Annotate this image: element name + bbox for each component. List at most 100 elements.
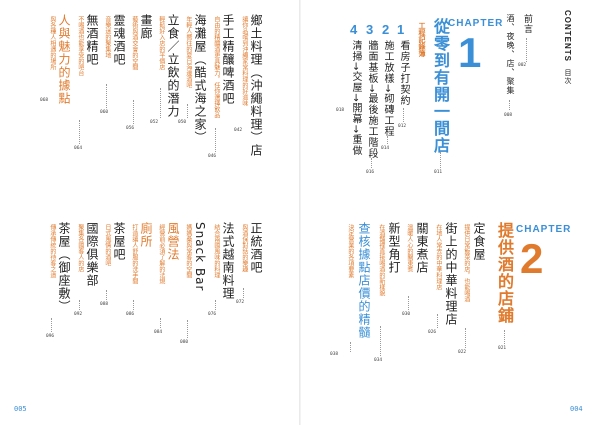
entry-page: 084	[154, 330, 163, 335]
entry-title: 立食／立飲的潛力	[166, 14, 180, 118]
entry-title: 新型角打	[387, 222, 401, 274]
entry-sub: 溫暖人心的關東煮	[405, 224, 413, 272]
entry-sub: 年輕人嚮往的夏日海邊酒吧	[184, 16, 192, 88]
entry-title: 海灘屋（酷式海之家）	[193, 14, 207, 144]
step-4-text: 清掃→交屋→開幕→重做	[350, 40, 361, 157]
leader	[79, 120, 80, 144]
chapter1-number: 1	[458, 29, 482, 76]
leader	[133, 300, 134, 310]
leader	[187, 320, 188, 338]
entry-title: 街上的中華料理店	[444, 222, 458, 326]
entry-page: 056	[126, 126, 135, 131]
entry-page: 034	[374, 358, 383, 363]
entry-page: 068	[40, 98, 49, 103]
leader	[408, 296, 409, 310]
entry-title: 無酒精吧	[85, 14, 99, 66]
entry-sub: 結合兩國風味的料理	[212, 224, 220, 278]
leader	[387, 136, 388, 144]
entry-page: 086	[126, 312, 135, 317]
step-3-page: 016	[366, 170, 375, 175]
leader	[504, 330, 505, 344]
entry-page: 076	[208, 312, 217, 317]
entry-title: 廁所	[139, 222, 153, 248]
entry-page: 064	[74, 146, 83, 151]
entry-sub: 音樂迷的聚集地	[103, 16, 111, 58]
entry-sub: 媽媽桑與常客的空間	[184, 224, 192, 278]
leader	[160, 318, 161, 328]
leader	[371, 158, 372, 168]
contents-en: CONTENTS	[563, 10, 572, 62]
entry-title: 查核據點店價的精髓	[357, 222, 371, 339]
entry-sub: 與酒保對話的樂趣	[240, 224, 248, 272]
chapter2-page: 021	[498, 346, 507, 351]
chapter1-word: CHAPTER	[448, 18, 504, 29]
leader	[79, 300, 80, 310]
leader	[350, 342, 351, 352]
leader	[187, 104, 188, 118]
chapter2-title: 提供酒的店鋪	[495, 222, 514, 324]
step-1-page: 012	[398, 124, 407, 129]
entry-page: 088	[100, 302, 109, 307]
entry-title: 茶屋吧	[112, 222, 126, 261]
chapter1-title: 從零到有開一間店	[431, 18, 450, 154]
chapter1-page: 011	[434, 170, 443, 175]
entry-page: 022	[458, 350, 467, 355]
step-4-num: 4	[350, 22, 358, 37]
step-1-num: 1	[397, 22, 405, 37]
entry-page: 046	[208, 154, 217, 159]
entry-sub: 打造讓人舒服的洗手間	[130, 224, 138, 284]
leader	[106, 84, 107, 108]
leader	[355, 112, 356, 116]
leader	[160, 88, 161, 118]
diary-label: 工程記錄簿	[418, 22, 426, 57]
entry-sub: 經營前必須了解的法規	[157, 224, 165, 284]
leader	[243, 288, 244, 298]
entry-title: 正統酒吧	[249, 222, 263, 274]
leader	[440, 152, 441, 168]
entry-page: 072	[236, 300, 245, 305]
step-1-text: 看房子打契約	[398, 40, 409, 106]
entry-sub: 在地人常去的中華料理店	[434, 224, 442, 290]
leader	[215, 300, 216, 310]
entry-sub: 傳承傳統的待客之道	[48, 224, 56, 278]
chapter2-word: CHAPTER	[516, 224, 572, 235]
leader	[106, 290, 107, 300]
front-title-1: 前言	[522, 14, 532, 34]
entry-title: 關東煮店	[415, 222, 429, 274]
entry-title: 鄉土料理（沖繩料理）店	[249, 14, 263, 157]
entry-sub: 藝術與酒交會的空間	[130, 16, 138, 70]
gutter	[299, 0, 301, 425]
entry-title: 人與魅力的據點	[57, 14, 71, 105]
entry-title: 畫廊	[139, 14, 153, 40]
entry-sub: 輕鬆好入店的平價店	[157, 16, 165, 70]
entry-sub: 不喝酒也能享受的吧台	[76, 16, 84, 76]
entry-sub: 決定營業的各項要素	[346, 224, 354, 278]
entry-title: 法式越南料理	[221, 222, 235, 300]
step-3-num: 3	[366, 22, 374, 37]
folio-right: 004	[570, 405, 583, 413]
leader	[437, 314, 438, 328]
chapter2-number: 2	[520, 235, 544, 282]
leader	[133, 100, 134, 124]
leader	[380, 326, 381, 356]
entry-sub: 提供日常飯菜的店，也能喝酒	[462, 224, 470, 302]
entry-title: 定食屋	[472, 222, 486, 261]
step-2-num: 2	[382, 22, 390, 37]
leader	[403, 108, 404, 122]
entry-page: 026	[428, 330, 437, 335]
entry-sub: 日式風情的酒吧	[103, 224, 111, 266]
entry-title: Snack Bar	[193, 222, 207, 292]
entry-page: 038	[330, 352, 339, 357]
entry-title: 茶屋（御座敷）	[57, 222, 71, 313]
entry-sub: 在酒舖裡直接喝酒的新樣貌	[377, 224, 385, 296]
step-3-text: 牆面基板→最後施工階段	[366, 40, 377, 160]
leader	[465, 328, 466, 348]
leader	[526, 38, 527, 62]
front-page-2: 008	[504, 113, 513, 118]
entry-sub: 與各種人相遇的場所	[48, 16, 56, 70]
entry-sub: 聚集各國客人的店	[76, 224, 84, 272]
folio-left: 005	[14, 405, 27, 413]
entry-title: 國際俱樂部	[85, 222, 99, 287]
entry-page: 030	[402, 312, 411, 317]
